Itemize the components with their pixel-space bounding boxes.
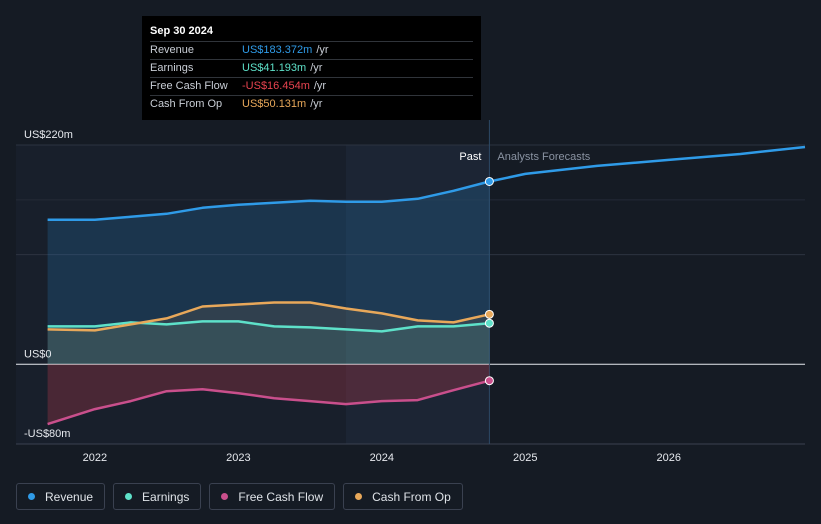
tooltip-value: -US$16.454m bbox=[242, 80, 310, 92]
tooltip-row-earnings: Earnings US$41.193m /yr bbox=[150, 59, 473, 77]
area-cash-from-op bbox=[47, 302, 490, 365]
point-free-cash-flow bbox=[484, 376, 494, 386]
legend-label: Earnings bbox=[142, 489, 190, 504]
legend-label: Free Cash Flow bbox=[238, 489, 324, 504]
tooltip-row-cash-from-op: Cash From Op US$50.131m /yr bbox=[150, 95, 473, 113]
tooltip-row-revenue: Revenue US$183.372m /yr bbox=[150, 41, 473, 59]
legend-item-free-cash-flow[interactable]: Free Cash Flow bbox=[209, 483, 336, 510]
tooltip-unit: /yr bbox=[310, 98, 323, 110]
legend-dot-icon bbox=[28, 493, 35, 500]
legend-dot-icon bbox=[221, 493, 229, 500]
tooltip-row-free-cash-flow: Free Cash Flow -US$16.454m /yr bbox=[150, 77, 473, 95]
tooltip-unit: /yr bbox=[316, 44, 329, 56]
legend-item-revenue[interactable]: Revenue bbox=[16, 483, 106, 510]
point-earnings bbox=[484, 318, 494, 328]
x-tick-label: 2026 bbox=[656, 452, 680, 464]
line-earnings bbox=[47, 320, 490, 333]
legend-dot-icon bbox=[355, 493, 363, 500]
past-label: Past bbox=[459, 151, 481, 163]
x-tick-label: 2023 bbox=[226, 452, 250, 464]
x-tick-label: 2024 bbox=[370, 452, 394, 464]
tooltip-unit: /yr bbox=[313, 80, 327, 92]
legend-label: Revenue bbox=[45, 489, 94, 504]
area-free-cash-flow bbox=[47, 364, 490, 425]
forecast-line-revenue bbox=[489, 145, 806, 183]
x-tick-label: 2025 bbox=[513, 452, 537, 464]
tooltip-label: Revenue bbox=[150, 44, 195, 56]
y-tick-label: -US$80m bbox=[24, 428, 70, 440]
tooltip-value: US$183.372m bbox=[242, 44, 313, 56]
tooltip-value: US$50.131m bbox=[242, 98, 307, 110]
forecast-label: Analysts Forecasts bbox=[497, 151, 590, 163]
y-tick-label: US$0 bbox=[24, 348, 52, 360]
line-cash-from-op bbox=[47, 301, 490, 332]
tooltip: Sep 30 2024 Revenue US$183.372m /yr Earn… bbox=[142, 16, 481, 120]
tooltip-unit: /yr bbox=[310, 62, 323, 74]
y-tick-label: US$220m bbox=[24, 129, 73, 141]
tooltip-label: Earnings bbox=[150, 62, 194, 74]
tooltip-label: Cash From Op bbox=[150, 98, 223, 110]
legend-item-cash-from-op[interactable]: Cash From Op bbox=[343, 483, 463, 510]
highlight-region bbox=[345, 145, 490, 444]
tooltip-label: Free Cash Flow bbox=[150, 80, 228, 92]
point-cash-from-op bbox=[484, 309, 494, 319]
x-tick-label: 2022 bbox=[83, 452, 107, 464]
tooltip-value: US$41.193m bbox=[242, 62, 307, 74]
legend-item-earnings[interactable]: Earnings bbox=[113, 483, 202, 510]
legend-label: Cash From Op bbox=[372, 489, 451, 504]
line-revenue bbox=[47, 180, 490, 222]
point-revenue bbox=[484, 176, 494, 186]
line-free-cash-flow bbox=[47, 379, 490, 426]
legend-dot-icon bbox=[125, 493, 133, 500]
tooltip-date: Sep 30 2024 bbox=[150, 25, 213, 37]
legend: Revenue Earnings Free Cash Flow Cash Fro… bbox=[16, 483, 463, 510]
